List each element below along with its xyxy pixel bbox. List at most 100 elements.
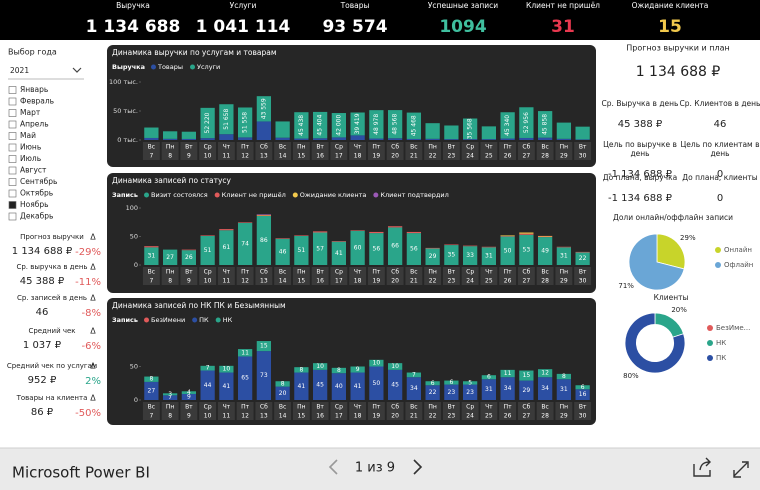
month-checkbox[interactable] (8, 86, 17, 94)
bar-segment (388, 227, 403, 265)
x-label-box (386, 142, 404, 160)
fullscreen-button[interactable] (733, 461, 749, 478)
month-checkbox[interactable] (8, 201, 17, 209)
bar-value-label: 65 (241, 375, 249, 382)
x-label-box (480, 267, 498, 285)
bar-value-label: 51 558 (242, 112, 249, 133)
x-day: 8 (168, 413, 172, 420)
bar-value-label: 31 (148, 253, 156, 260)
x-label-box (555, 402, 573, 420)
y-tick-label: 100 (126, 204, 138, 212)
x-day: 10 (204, 278, 212, 285)
bar-segment (313, 231, 328, 233)
month-checkbox[interactable] (8, 109, 17, 117)
x-day: 27 (523, 278, 531, 285)
bar-value-label: 48 568 (392, 113, 399, 134)
delta-symbol: Δ (90, 233, 96, 242)
bar-value-label: 27 (166, 254, 174, 261)
metric-label: Средний чек по услугам (7, 362, 97, 370)
month-checkbox[interactable] (8, 166, 17, 175)
x-weekday: Вт (579, 144, 587, 151)
bar-segment (519, 234, 534, 265)
month-checkbox[interactable] (8, 212, 17, 221)
bar-segment (200, 370, 215, 400)
x-weekday: Вт (185, 404, 193, 411)
x-day: 15 (298, 278, 306, 285)
x-day: 25 (485, 153, 493, 160)
x-label-box (424, 142, 442, 160)
x-weekday: Чт (354, 269, 362, 276)
legend-entry: БезИме... (716, 324, 750, 332)
metric-value: 46 (36, 307, 49, 318)
x-weekday: Чт (354, 144, 362, 151)
month-checkbox[interactable] (8, 189, 17, 198)
share-button[interactable] (693, 457, 711, 477)
month-checkbox[interactable] (8, 97, 17, 106)
bar-segment (294, 235, 309, 265)
month-checkbox[interactable] (8, 143, 17, 152)
month-checkbox[interactable] (8, 155, 17, 163)
x-day: 21 (410, 278, 418, 285)
bar-segment (538, 111, 553, 138)
x-day: 16 (316, 153, 324, 160)
bar-segment (463, 118, 478, 140)
bar-value-label: 27 (148, 387, 156, 394)
x-label-box (199, 402, 217, 420)
slice-label: 80% (623, 372, 639, 380)
bar-value-label: 33 (466, 252, 474, 259)
slice-label: 71% (618, 282, 634, 290)
x-day: 15 (298, 413, 306, 420)
month-checkbox[interactable] (8, 120, 17, 129)
x-weekday: Пн (428, 144, 437, 151)
x-label-box (349, 402, 367, 420)
x-weekday: Пн (560, 269, 569, 276)
x-weekday: Вт (316, 144, 324, 151)
bar-segment (425, 123, 440, 139)
bar-segment (238, 107, 253, 138)
x-label-box (499, 267, 517, 285)
x-day: 28 (541, 413, 549, 420)
chart-title: Доли онлайн/оффлайн записи (613, 213, 733, 222)
x-label-box (367, 267, 385, 285)
x-label-box (499, 402, 517, 420)
year-dropdown-chevron[interactable] (72, 67, 82, 73)
bar-segment (369, 138, 384, 140)
x-weekday: Вс (279, 144, 286, 151)
x-label-box (161, 142, 179, 160)
x-weekday: Ср (335, 404, 343, 411)
x-weekday: Пт (241, 404, 250, 411)
bar-value-label: 8 (337, 367, 341, 374)
bar-segment (519, 232, 534, 234)
bar-value-label: 7 (412, 371, 416, 378)
bar-segment (219, 134, 234, 140)
month-name: Май (20, 131, 36, 140)
x-weekday: Ср (204, 404, 212, 411)
x-day: 16 (316, 278, 324, 285)
bar-segment (519, 107, 534, 138)
bar-segment (369, 233, 384, 265)
metric-delta: -11% (75, 277, 101, 288)
bar-value-label: 45 (391, 381, 399, 388)
bar-value-label: 10 (391, 363, 399, 370)
x-weekday: Пт (504, 269, 513, 276)
x-day: 7 (149, 153, 153, 160)
x-label-box (386, 402, 404, 420)
month-checkbox[interactable] (8, 178, 17, 186)
bar-segment (369, 231, 384, 234)
month-checkbox[interactable] (8, 132, 17, 140)
x-day: 15 (298, 153, 306, 160)
metric-value: 1 134 688 ₽ (12, 246, 73, 257)
prev-page[interactable] (328, 459, 338, 475)
next-page[interactable] (413, 459, 423, 475)
year-value[interactable]: 2021 (10, 66, 29, 75)
bar-segment (144, 137, 159, 140)
bar-value-label: 45 858 (542, 114, 549, 135)
metric-delta: 2% (85, 376, 101, 387)
bar-value-label: 16 (579, 391, 587, 398)
plan-value: 0 (717, 169, 723, 180)
x-weekday: Пт (241, 269, 250, 276)
legend-entry: Клиент подтвердил (380, 191, 448, 199)
x-label-box (142, 402, 160, 420)
x-weekday: Сб (260, 404, 268, 411)
bar-segment (294, 372, 309, 400)
